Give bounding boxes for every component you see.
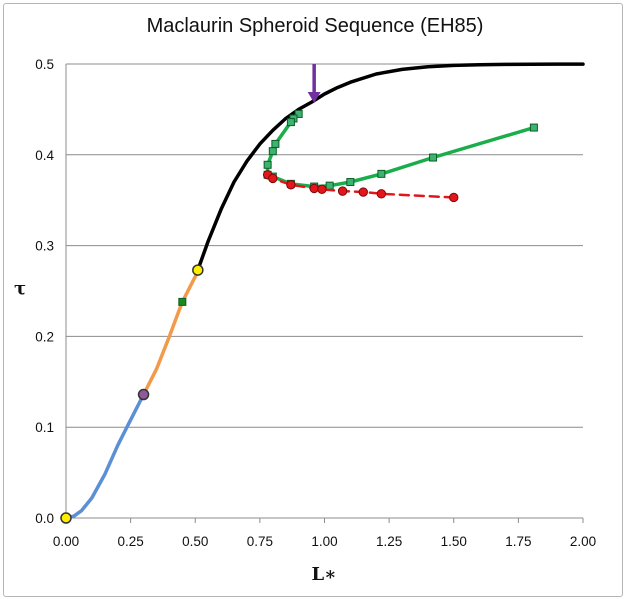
data-point-square	[429, 153, 438, 162]
grid	[66, 63, 583, 428]
data-point-square	[271, 139, 280, 148]
x-tick-label: 0.50	[182, 534, 208, 549]
series-layer	[60, 62, 585, 524]
series-line-2	[196, 62, 585, 272]
axes	[65, 64, 584, 523]
data-point-square	[346, 178, 355, 187]
chart-title: Maclaurin Spheroid Sequence (EH85)	[147, 15, 484, 37]
x-tick-label: 1.50	[441, 534, 467, 549]
special-point-circle	[192, 264, 204, 276]
data-point-circle	[358, 187, 368, 197]
special-point-circle	[137, 388, 150, 401]
data-point-circle	[337, 186, 348, 196]
x-axis-label: L∗	[311, 564, 336, 585]
data-point-square	[377, 169, 386, 178]
x-tick-label: 1.00	[311, 534, 337, 549]
data-point-square	[294, 109, 303, 118]
x-tick-label: 0.00	[53, 534, 79, 549]
data-point-square	[263, 160, 272, 169]
special-point-square	[178, 297, 187, 306]
data-point-circle	[309, 183, 319, 194]
series-line-0	[64, 392, 146, 520]
x-tick-label: 1.75	[505, 534, 531, 549]
series-line-3	[265, 112, 536, 189]
tick-labels: 0.0 0.1 0.2 0.3 0.4 0.5 0.00 0.25 0.50 0.75 1.00 1.…	[35, 57, 596, 549]
x-tick-label: 0.25	[117, 534, 143, 549]
y-tick-label: 0.0	[35, 511, 54, 526]
series-line-4	[266, 173, 456, 199]
y-tick-label: 0.3	[35, 239, 54, 254]
special-point-circle	[60, 512, 72, 524]
data-point-square	[268, 147, 277, 156]
data-point-square	[325, 181, 334, 190]
data-point-circle	[376, 189, 387, 199]
arrow-head-icon	[307, 92, 321, 104]
data-point-circle	[286, 180, 296, 190]
x-tick-label: 0.75	[247, 534, 273, 549]
x-tick-label: 1.25	[376, 534, 402, 549]
y-tick-label: 0.4	[35, 148, 54, 163]
data-point-circle	[449, 192, 459, 203]
y-axis-label: τ	[14, 278, 26, 299]
y-tick-label: 0.2	[35, 329, 54, 344]
data-point-square	[529, 123, 538, 132]
data-point-square	[286, 118, 295, 127]
y-tick-label: 0.5	[35, 57, 54, 72]
x-tick-label: 2.00	[570, 534, 596, 549]
data-point-circle	[268, 173, 278, 184]
y-tick-label: 0.1	[35, 420, 54, 435]
series-line-1	[141, 268, 200, 397]
data-point-circle	[317, 184, 327, 195]
